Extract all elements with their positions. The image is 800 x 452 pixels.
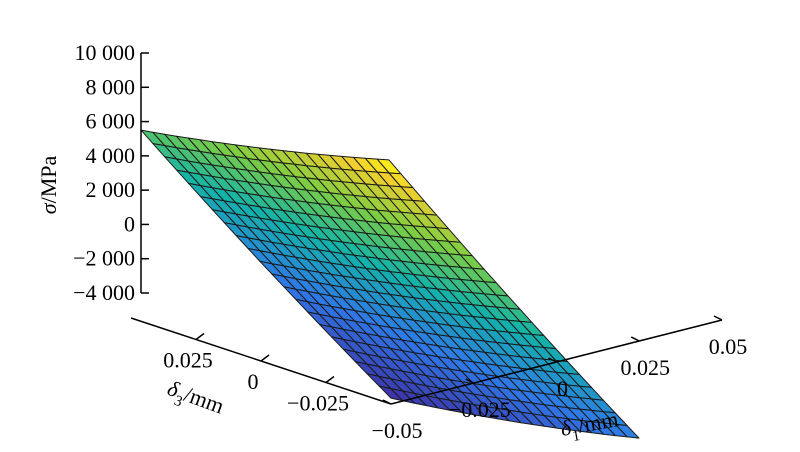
x-axis-tick-mark xyxy=(630,336,640,342)
y-axis-ticks: −0.025 0 0.025 xyxy=(163,332,349,416)
x-axis-tick-label: −0.025 xyxy=(449,397,511,422)
y-axis-tick-label: −0.025 xyxy=(287,391,349,416)
x-axis-tick-mark xyxy=(465,378,475,384)
z-axis-tick-label: −2 000 xyxy=(73,246,135,271)
z-axis-tick-label: 8 000 xyxy=(86,74,136,99)
z-axis-tick-label: 2 000 xyxy=(86,177,136,202)
z-axis-tick-label: 10 000 xyxy=(75,40,136,65)
surface-cell xyxy=(614,423,640,439)
y-axis-tick-mark xyxy=(260,354,270,362)
z-axis-tick-label: −4 000 xyxy=(73,280,135,305)
x-axis-tick-label: 0 xyxy=(557,376,568,401)
x-axis-tick-label: 0.05 xyxy=(709,334,748,359)
x-axis-tick-mark xyxy=(548,357,557,363)
z-axis-tick-label: 6 000 xyxy=(86,109,136,134)
y-axis-tick-mark xyxy=(325,375,335,384)
y-axis-tick-mark xyxy=(195,332,205,341)
x-axis-tick-label: 0.025 xyxy=(621,355,671,380)
y-axis-tick-label: 0.025 xyxy=(163,348,213,373)
x-axis-tick-mark xyxy=(713,315,723,321)
y-axis-label: δ3/mm xyxy=(162,375,227,424)
z-axis-tick-label: 0 xyxy=(124,211,135,236)
z-axis-tick-label: 4 000 xyxy=(86,143,136,168)
surface-mesh xyxy=(140,129,640,439)
z-axis-ticks: −4 000 −2 000 0 2 000 4 000 6 000 8 000 10 000 xyxy=(73,40,149,305)
y-axis-tick-label: 0 xyxy=(248,369,259,394)
z-axis-label: σ/MPa xyxy=(36,156,61,215)
x-axis-ticks: −0.05 −0.025 0 0.025 0.05 xyxy=(372,315,748,443)
x-axis-tick-mark xyxy=(382,399,392,405)
x-axis-tick-label: −0.05 xyxy=(372,418,423,443)
